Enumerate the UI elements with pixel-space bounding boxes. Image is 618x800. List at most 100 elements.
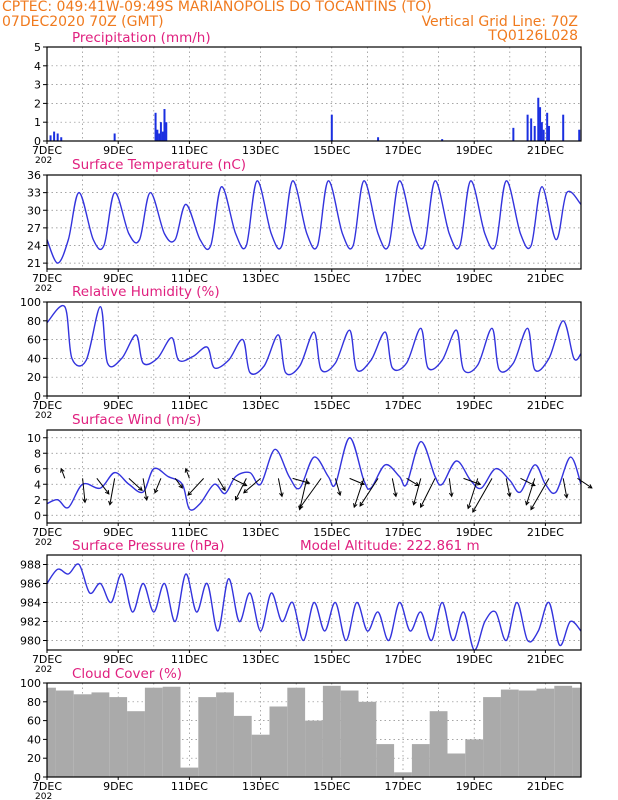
precip-panel: 0 1 2 3 4 5 7DEC 9DEC 11DEC 13DEC 15DEC 17DEC 19DEC 2… (32, 30, 582, 166)
precip-bar (542, 129, 545, 141)
precip-bar (156, 129, 159, 141)
x-year-label: 202 (35, 538, 52, 548)
y-tick-label: 5 (34, 41, 41, 54)
wind-arrow-head (184, 467, 190, 473)
x-tick-label: 11DEC (171, 526, 208, 539)
temp-title: Surface Temperature (nC) (72, 157, 246, 173)
cloud-frame (46, 682, 582, 778)
x-tick-label: 9DEC (103, 526, 133, 539)
y-tick-label: 27 (27, 222, 41, 235)
wind-arrow (217, 478, 226, 491)
cloud-bar (251, 734, 270, 777)
wind-arrow-head (187, 491, 192, 496)
cloud-bar (269, 706, 288, 777)
x-tick-label: 17DEC (384, 272, 421, 285)
y-tick-label: 4 (34, 60, 41, 73)
pres-title: Surface Pressure (hPa) (72, 538, 225, 554)
x-tick-label: 21DEC (527, 653, 564, 666)
wind-arrow-head (143, 496, 149, 501)
cloud-bar (554, 685, 573, 777)
wind-arrow-head (104, 489, 110, 495)
wind-arrow (277, 478, 283, 497)
y-tick-label: 988 (20, 559, 41, 572)
header-grid-line: Vertical Grid Line: 70Z (421, 14, 578, 30)
y-tick-label: 0 (34, 390, 41, 403)
x-tick-label: 13DEC (242, 272, 279, 285)
cloud-bar (305, 720, 323, 777)
y-tick-label: 986 (20, 578, 41, 591)
wind-arrow (472, 478, 493, 513)
precip-frame (46, 46, 582, 142)
y-tick-label: 40 (27, 352, 41, 365)
x-tick-label: 7DEC (32, 399, 62, 412)
wind-arrow-head (506, 492, 512, 498)
precip-bar (165, 122, 168, 141)
x-tick-label: 11DEC (171, 399, 208, 412)
x-tick-label: 13DEC (242, 526, 279, 539)
wind-arrow (467, 478, 479, 509)
x-tick-label: 7DEC (32, 526, 62, 539)
wind-panel: 0 2 4 6 8 10 7DEC 9DEC 11DEC 13DEC 15DEC 17DEC 19DEC… (27, 412, 593, 548)
y-tick-label: 980 (20, 635, 41, 648)
wind-arrow (359, 478, 379, 507)
wind-arrow (420, 478, 436, 508)
wind-arrow (349, 477, 365, 485)
precip-bar (540, 122, 543, 141)
wind-arrow (142, 478, 148, 501)
cloud-bar (358, 701, 377, 777)
precip-bar (163, 109, 166, 141)
pres-series-line (46, 563, 582, 651)
x-tick-label: 19DEC (456, 526, 493, 539)
cloud-bar (394, 772, 412, 777)
wind-arrow-head (82, 498, 88, 504)
precip-bar (539, 107, 542, 141)
cloud-bar (447, 753, 466, 777)
wind-arrow-head (305, 479, 311, 485)
y-tick-label: 20 (27, 371, 41, 384)
cloud-bar (340, 690, 359, 777)
y-tick-label: 60 (27, 334, 41, 347)
x-tick-label: 9DEC (103, 144, 133, 157)
x-tick-label: 13DEC (242, 144, 279, 157)
precip-bar (56, 133, 59, 141)
x-tick-label: 15DEC (313, 144, 350, 157)
x-year-label: 202 (35, 284, 52, 294)
wind-arrow-head (530, 505, 535, 511)
wind-arrow-head (525, 500, 530, 506)
x-tick-label: 11DEC (171, 144, 208, 157)
y-tick-label: 0 (34, 771, 41, 784)
x-tick-label: 17DEC (384, 399, 421, 412)
temp-panel: 21 24 27 30 33 36 7DEC 9DEC 11DEC 13DEC 15DEC 17DEC… (27, 157, 582, 294)
y-tick-label: 0 (34, 509, 41, 522)
wind-arrow-head (154, 488, 159, 494)
wind-arrow-head (419, 503, 425, 509)
cloud-bar (518, 690, 537, 777)
wind-arrow (109, 478, 116, 505)
cloud-bar (411, 744, 430, 777)
x-tick-label: 11DEC (171, 272, 208, 285)
temp-frame (46, 174, 582, 270)
pres-frame (46, 554, 582, 651)
wind-arrow-head (392, 492, 398, 498)
wind-arrow (174, 478, 183, 489)
x-tick-label: 13DEC (242, 780, 279, 793)
wind-arrow-head (279, 492, 284, 498)
x-tick-label: 7DEC (32, 272, 62, 285)
wind-arrow-head (466, 504, 472, 510)
wind-arrow-head (353, 503, 358, 509)
wind-arrow (185, 468, 190, 479)
cloud-bar (483, 697, 501, 777)
cloud-bar (198, 697, 217, 777)
wind-arrow-head (178, 483, 183, 489)
x-tick-label: 15DEC (313, 780, 350, 793)
x-year-label: 202 (35, 792, 52, 800)
y-tick-label: 2 (34, 494, 41, 507)
model-altitude-label: Model Altitude: 222.861 m (300, 538, 480, 554)
cloud-bar (500, 689, 519, 777)
precip-bar (113, 133, 116, 141)
cloud-bar (55, 690, 74, 777)
wind-arrow-head (60, 467, 65, 473)
wind-arrow (463, 477, 481, 485)
wind-arrow-head (243, 488, 248, 494)
wind-arrow-head (476, 481, 482, 486)
